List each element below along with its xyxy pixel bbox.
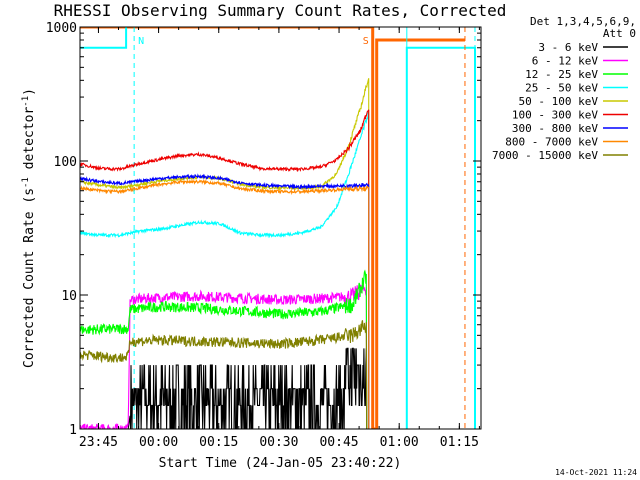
y-axis-label: Corrected Count Rate (s-1 detector-1)	[21, 88, 37, 368]
series-line-7	[80, 173, 370, 429]
marker-label-s: S	[363, 36, 369, 47]
series-line-2	[80, 281, 368, 429]
y-tick-label: 1	[69, 423, 77, 438]
series-line-4	[80, 111, 370, 429]
x-tick-label: 00:15	[199, 435, 238, 450]
y-label-part: -1	[21, 177, 31, 188]
timestamp: 14-Oct-2021 11:24	[555, 468, 637, 477]
y-tick-label: 100	[54, 155, 77, 170]
attenuator-flag-line	[80, 27, 465, 429]
legend-label-7: 300 - 800 keV	[512, 122, 598, 135]
series-line-8	[80, 178, 370, 429]
x-tick-label: 23:45	[79, 435, 118, 450]
saa-flag-line	[80, 27, 128, 49]
series-line-6	[80, 109, 370, 429]
y-label-part: detector	[22, 107, 37, 178]
x-tick-label: 01:00	[380, 435, 419, 450]
x-tick-label: 00:00	[139, 435, 178, 450]
series-layer	[80, 78, 370, 429]
x-axis-label: Start Time (24-Jan-05 23:40:22)	[159, 456, 402, 471]
legend-label-2: 6 - 12 keV	[532, 55, 599, 68]
series-line-3	[80, 269, 368, 429]
axis-ticks: 23:45 00:00 00:15 00:30 00:45 01:00 01:15 1 10 10…	[46, 21, 481, 450]
legend-label-6: 100 - 300 keV	[512, 109, 598, 122]
y-label-part: -1	[21, 96, 31, 107]
y-label-part: Corrected Count Rate (s	[22, 188, 37, 368]
y-tick-label: 1000	[46, 21, 77, 36]
legend-label-3: 12 - 25 keV	[525, 68, 598, 81]
chart-title: RHESSI Observing Summary Count Rates, Co…	[54, 1, 507, 20]
flags-layer	[80, 27, 476, 429]
legend-header-line: Det 1,3,4,5,6,9,	[530, 15, 636, 28]
marker-label-n: N	[138, 36, 144, 47]
legend-label-9: 7000 - 15000 keV	[492, 149, 598, 162]
legend-label-5: 50 - 100 keV	[519, 95, 599, 108]
y-label-part: )	[22, 88, 37, 96]
legend-label-4: 25 - 50 keV	[525, 82, 598, 95]
x-tick-label: 01:15	[440, 435, 479, 450]
plot-frame	[79, 26, 482, 430]
series-line-1	[80, 347, 368, 429]
legend-label-8: 800 - 7000 keV	[505, 136, 598, 149]
series-line-9	[80, 320, 368, 429]
x-tick-label: 00:30	[259, 435, 298, 450]
legend-header-line: Att 0	[603, 27, 636, 40]
x-tick-label: 00:45	[319, 435, 358, 450]
y-tick-label: 10	[61, 289, 77, 304]
legend-label-1: 3 - 6 keV	[538, 41, 598, 54]
